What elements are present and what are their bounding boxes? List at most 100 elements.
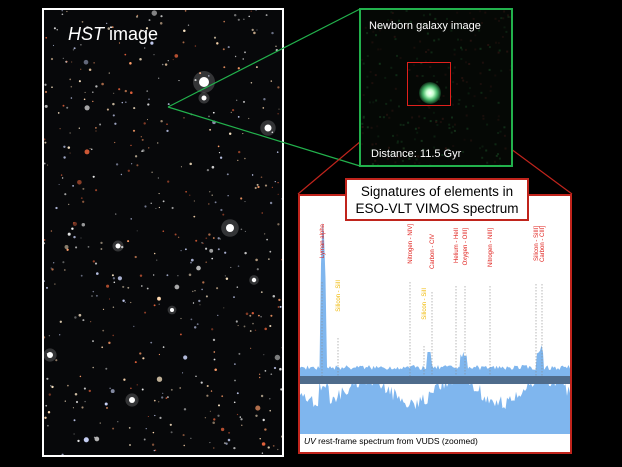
noise-pixel [450,131,453,134]
noise-pixel [507,15,510,18]
star [54,283,56,285]
star [153,304,156,307]
noise-pixel [416,131,419,134]
star [44,416,47,420]
noise-pixel [417,27,420,30]
noise-pixel [481,156,484,159]
star [120,173,123,176]
star [236,392,239,395]
star [145,428,147,430]
star [52,44,55,47]
star [99,123,102,126]
star [260,394,264,398]
star [55,206,58,210]
noise-pixel [362,117,365,119]
noise-pixel [416,99,419,102]
noise-pixel [379,116,382,118]
noise-pixel [419,40,422,43]
noise-pixel [412,64,415,67]
star [272,445,275,447]
noise-pixel [390,11,393,14]
star [69,152,71,154]
star [64,400,66,402]
star [161,396,164,399]
noise-pixel [433,135,436,138]
star [177,236,180,239]
star [265,14,268,17]
star [81,222,86,227]
noise-pixel [484,96,487,99]
star [221,395,224,398]
noise-pixel [479,83,482,85]
star [172,59,174,61]
star [213,358,216,361]
star-field [44,10,282,455]
star [279,305,282,308]
star [153,54,155,56]
star [81,21,84,23]
star [227,195,229,197]
noise-pixel [390,153,393,156]
star [121,101,124,104]
star [269,324,272,328]
star [205,237,208,240]
star [201,241,203,244]
noise-pixel [408,157,411,160]
star [157,296,161,301]
star [202,281,205,284]
star [95,294,98,297]
star [62,104,65,107]
star [75,246,78,249]
star [190,261,192,264]
noise-pixel [426,32,429,35]
star [257,185,260,189]
noise-pixel [503,26,506,29]
star [161,63,164,66]
star [251,311,255,315]
noise-pixel [364,26,367,29]
star [61,13,64,16]
star [44,141,47,144]
star [95,85,98,88]
star [122,285,125,288]
star [198,299,201,303]
star [208,203,210,205]
star [206,168,210,172]
star [189,194,191,196]
star [153,274,155,276]
star [91,295,93,297]
star [214,201,217,204]
star [77,439,80,443]
star [144,205,147,208]
star [190,318,193,321]
star [217,248,220,251]
noise-pixel [379,48,382,51]
star [242,58,244,60]
noise-pixel [377,135,380,138]
noise-pixel [493,160,496,163]
star [171,206,174,210]
noise-pixel [498,157,501,160]
star [82,187,85,190]
star [46,377,49,380]
noise-pixel [451,116,453,119]
noise-pixel [487,44,490,46]
star [270,314,273,317]
star [148,98,150,100]
noise-pixel [361,132,364,135]
noise-pixel [399,123,402,126]
star [77,179,82,185]
noise-pixel [439,121,442,124]
noise-pixel [448,127,451,130]
noise-pixel [372,101,375,104]
star [82,319,85,322]
star [150,41,154,45]
noise-pixel [486,123,489,126]
star [114,122,117,125]
star [206,394,209,397]
star [155,207,157,210]
star [63,269,66,271]
bright-star [47,352,53,358]
caption-rest: rest-frame spectrum from VUDS (zoomed) [315,436,478,446]
star [92,260,95,263]
